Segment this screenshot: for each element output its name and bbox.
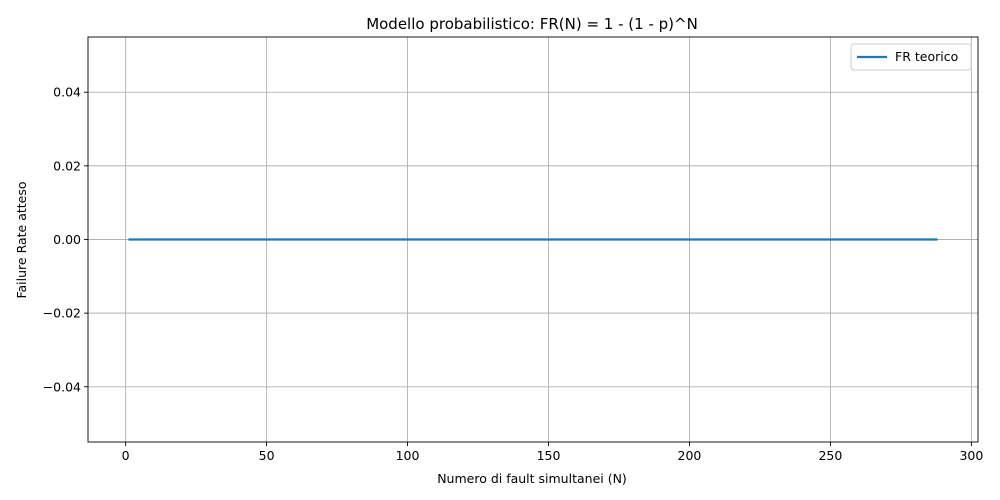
y-tick-label: −0.02: [43, 306, 81, 321]
legend-box: [850, 43, 972, 71]
x-tick-label: 200: [678, 448, 702, 463]
legend: FR teorico: [850, 43, 972, 71]
y-tick-label: 0.04: [53, 85, 81, 100]
y-tick-label: −0.04: [43, 379, 81, 394]
x-tick-label: 0: [122, 448, 130, 463]
x-tick-label: 250: [818, 448, 842, 463]
legend-label-fr-teorico: FR teorico: [895, 49, 958, 64]
tick-layer: 0 50 100 150 200 250 300 0.04 0.02 0.00 −0.02 −0.04: [43, 85, 984, 463]
x-axis-label: Numero di fault simultanei (N): [437, 471, 627, 486]
y-axis-label: Failure Rate atteso: [14, 181, 29, 298]
x-tick-label: 300: [959, 448, 983, 463]
x-tick-label: 150: [537, 448, 561, 463]
x-tick-label: 50: [259, 448, 275, 463]
x-tick-label: 100: [396, 448, 420, 463]
y-tick-label: 0.02: [53, 158, 81, 173]
chart-title: Modello probabilistico: FR(N) = 1 - (1 -…: [366, 15, 698, 33]
y-tick-label: 0.00: [53, 232, 81, 247]
